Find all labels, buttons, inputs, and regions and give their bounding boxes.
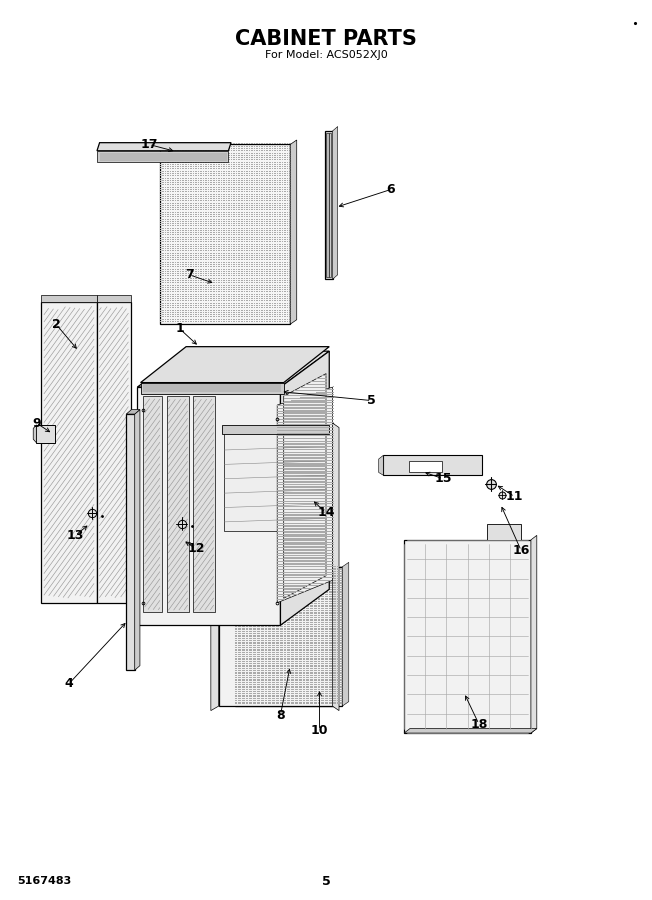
Polygon shape	[141, 346, 329, 382]
Polygon shape	[97, 151, 228, 162]
Text: 8: 8	[276, 708, 285, 722]
Polygon shape	[97, 294, 131, 302]
Polygon shape	[333, 423, 339, 711]
Polygon shape	[141, 382, 284, 394]
Polygon shape	[100, 153, 227, 160]
Text: 10: 10	[311, 724, 328, 737]
Polygon shape	[160, 145, 290, 324]
Text: 16: 16	[512, 544, 530, 557]
Text: For Model: ACS052XJ0: For Model: ACS052XJ0	[265, 50, 387, 59]
Polygon shape	[222, 425, 329, 434]
Text: 13: 13	[67, 529, 84, 542]
Polygon shape	[135, 410, 140, 670]
Polygon shape	[409, 461, 442, 472]
Text: 12: 12	[187, 543, 205, 555]
Text: 15: 15	[434, 472, 452, 485]
Polygon shape	[342, 562, 349, 706]
Polygon shape	[235, 567, 342, 706]
Text: 5: 5	[367, 394, 376, 407]
Text: 5167483: 5167483	[17, 877, 71, 886]
Polygon shape	[97, 302, 131, 603]
Polygon shape	[280, 351, 329, 626]
Polygon shape	[33, 425, 37, 443]
Polygon shape	[277, 387, 333, 603]
Text: 4: 4	[65, 677, 74, 690]
Polygon shape	[218, 423, 333, 706]
Polygon shape	[531, 536, 537, 734]
Polygon shape	[326, 133, 329, 277]
Polygon shape	[143, 384, 281, 392]
Polygon shape	[383, 455, 482, 475]
Polygon shape	[404, 729, 537, 733]
Polygon shape	[41, 302, 97, 603]
Text: 9: 9	[32, 417, 41, 429]
Polygon shape	[167, 396, 189, 612]
Polygon shape	[126, 414, 135, 670]
Text: 11: 11	[506, 491, 524, 503]
Polygon shape	[329, 133, 331, 277]
Text: 6: 6	[387, 183, 395, 196]
Polygon shape	[404, 540, 531, 734]
Text: 18: 18	[470, 717, 488, 731]
Polygon shape	[97, 143, 231, 151]
Text: CABINET PARTS: CABINET PARTS	[235, 30, 417, 50]
Text: 2: 2	[52, 318, 61, 330]
Polygon shape	[333, 127, 338, 279]
Text: 17: 17	[140, 138, 158, 151]
Polygon shape	[284, 374, 326, 598]
Polygon shape	[379, 455, 383, 475]
Polygon shape	[325, 131, 333, 279]
Polygon shape	[143, 396, 162, 612]
Polygon shape	[138, 351, 329, 387]
Text: 7: 7	[185, 268, 194, 282]
Polygon shape	[192, 396, 215, 612]
Text: 5: 5	[321, 875, 331, 887]
Polygon shape	[290, 140, 297, 324]
Text: 14: 14	[318, 507, 334, 519]
Polygon shape	[138, 387, 280, 626]
Text: 1: 1	[175, 322, 184, 335]
Polygon shape	[126, 410, 140, 414]
Polygon shape	[487, 524, 521, 540]
Polygon shape	[224, 432, 327, 531]
Polygon shape	[211, 423, 218, 711]
Polygon shape	[37, 425, 55, 443]
Polygon shape	[41, 294, 97, 302]
